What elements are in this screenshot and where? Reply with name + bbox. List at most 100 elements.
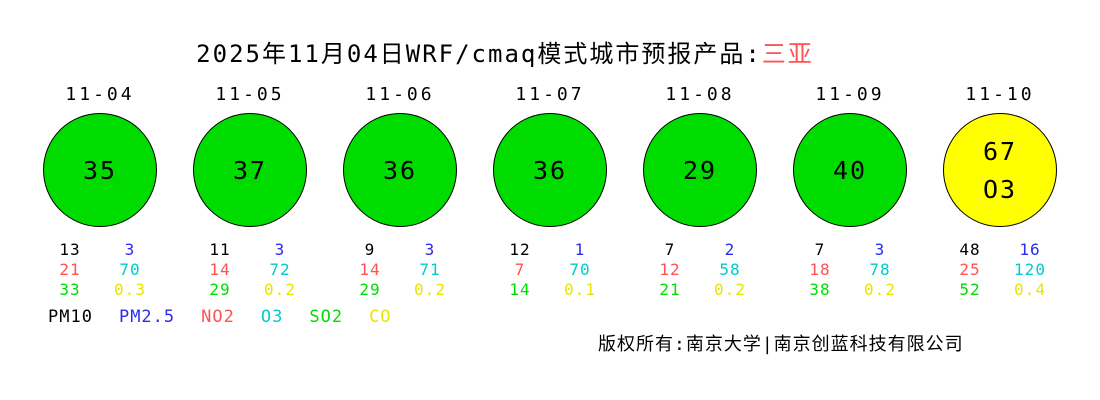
- legend-item-no2: NO2: [201, 307, 235, 327]
- aqi-value: 67: [982, 136, 1018, 166]
- aqi-circle: 36: [343, 113, 457, 227]
- pollutant-values: 7 3 18 78 38 0.2: [775, 240, 925, 300]
- pollutant-value-no2: 12: [659, 260, 681, 279]
- pollutant-value-pm25: 3: [424, 240, 436, 259]
- aqi-circle: 37: [193, 113, 307, 227]
- pollutant-value-o3: 72: [269, 260, 291, 279]
- aqi-value: 35: [82, 155, 118, 185]
- forecast-day-column: 11-08 29 7 2 12 58 21 0.2: [625, 85, 775, 300]
- pollutant-value-row: 52 0.4: [925, 280, 1075, 300]
- pollutant-value-o3: 120: [1014, 260, 1046, 279]
- legend-item-pm10: PM10: [48, 307, 93, 327]
- date-label: 11-05: [215, 84, 285, 105]
- pollutant-value-o3: 71: [419, 260, 441, 279]
- pollutant-value-co: 0.1: [564, 280, 596, 299]
- date-label: 11-06: [365, 84, 435, 105]
- pollutant-value-so2: 38: [809, 280, 831, 299]
- date-label: 11-10: [965, 84, 1035, 105]
- pollutant-value-row: 29 0.2: [325, 280, 475, 300]
- pollutant-value-so2: 29: [209, 280, 231, 299]
- pollutant-value-row: 12 1: [475, 240, 625, 260]
- pollutant-value-pm10: 11: [209, 240, 231, 259]
- pollutant-value-so2: 21: [659, 280, 681, 299]
- forecast-day-column: 11-06 36 9 3 14 71 29 0.2: [325, 85, 475, 300]
- chart-title-text: 2025年11月04日WRF/cmaq模式城市预报产品:: [196, 40, 762, 68]
- pollutant-value-o3: 78: [869, 260, 891, 279]
- aqi-value: 37: [232, 155, 268, 185]
- pollutant-value-row: 14 71: [325, 260, 475, 280]
- pollutant-value-row: 33 0.3: [25, 280, 175, 300]
- pollutant-value-so2: 52: [959, 280, 981, 299]
- pollutant-value-row: 21 70: [25, 260, 175, 280]
- pollutant-value-no2: 25: [959, 260, 981, 279]
- pollutant-value-no2: 14: [209, 260, 231, 279]
- pollutant-value-co: 0.2: [264, 280, 296, 299]
- pollutant-values: 9 3 14 71 29 0.2: [325, 240, 475, 300]
- date-label: 11-04: [65, 84, 135, 105]
- pollutant-value-row: 14 72: [175, 260, 325, 280]
- forecast-columns: 11-04 35 13 3 21 70 33 0.3 11-05 37 11 3 14 72 29 0.2 11…: [25, 85, 1075, 300]
- pollutant-value-pm25: 1: [574, 240, 586, 259]
- pollutant-values: 13 3 21 70 33 0.3: [25, 240, 175, 300]
- pollutant-value-row: 11 3: [175, 240, 325, 260]
- pollutant-value-row: 13 3: [25, 240, 175, 260]
- aqi-value: 36: [532, 155, 568, 185]
- pollutant-value-pm25: 3: [274, 240, 286, 259]
- aqi-circle: 35: [43, 113, 157, 227]
- pollutant-value-pm10: 7: [814, 240, 826, 259]
- date-label: 11-07: [515, 84, 585, 105]
- pollutant-value-pm25: 2: [724, 240, 736, 259]
- date-label: 11-09: [815, 84, 885, 105]
- pollutant-value-no2: 21: [59, 260, 81, 279]
- pollutant-value-row: 29 0.2: [175, 280, 325, 300]
- pollutant-value-pm25: 3: [874, 240, 886, 259]
- aqi-circle: 36: [493, 113, 607, 227]
- pollutant-legend: PM10 PM2.5 NO2 O3 SO2 CO: [48, 307, 392, 327]
- pollutant-value-pm10: 7: [664, 240, 676, 259]
- pollutant-value-row: 12 58: [625, 260, 775, 280]
- copyright-text: 版权所有:南京大学|南京创蓝科技有限公司: [598, 334, 964, 355]
- chart-title-city-name: 三亚: [761, 40, 814, 68]
- pollutant-value-co: 0.3: [114, 280, 146, 299]
- legend-item-co: CO: [369, 307, 392, 327]
- pollutant-value-row: 21 0.2: [625, 280, 775, 300]
- pollutant-value-row: 18 78: [775, 260, 925, 280]
- aqi-value: 29: [682, 155, 718, 185]
- pollutant-value-o3: 70: [569, 260, 591, 279]
- pollutant-value-co: 0.4: [1014, 280, 1046, 299]
- legend-item-pm25: PM2.5: [118, 307, 176, 327]
- pollutant-value-pm10: 13: [59, 240, 81, 259]
- aqi-circle: 67 O3: [943, 113, 1057, 227]
- primary-pollutant-label: O3: [982, 174, 1018, 204]
- pollutant-values: 48 16 25 120 52 0.4: [925, 240, 1075, 300]
- date-label: 11-08: [665, 84, 735, 105]
- pollutant-values: 12 1 7 70 14 0.1: [475, 240, 625, 300]
- pollutant-value-pm10: 9: [364, 240, 376, 259]
- aqi-value: 40: [832, 155, 868, 185]
- pollutant-value-row: 14 0.1: [475, 280, 625, 300]
- pollutant-values: 11 3 14 72 29 0.2: [175, 240, 325, 300]
- pollutant-value-row: 38 0.2: [775, 280, 925, 300]
- pollutant-value-o3: 70: [119, 260, 141, 279]
- pollutant-value-no2: 18: [809, 260, 831, 279]
- pollutant-value-row: 7 70: [475, 260, 625, 280]
- pollutant-value-co: 0.2: [414, 280, 446, 299]
- pollutant-value-pm10: 12: [509, 240, 531, 259]
- pollutant-value-no2: 7: [514, 260, 526, 279]
- legend-item-o3: O3: [260, 307, 284, 327]
- legend-item-so2: SO2: [309, 307, 344, 327]
- pollutant-value-no2: 14: [359, 260, 381, 279]
- forecast-day-column: 11-04 35 13 3 21 70 33 0.3: [25, 85, 175, 300]
- chart-title: 2025年11月04日WRF/cmaq模式城市预报产品:三亚: [0, 34, 1010, 69]
- aqi-circle: 40: [793, 113, 907, 227]
- forecast-day-column: 11-09 40 7 3 18 78 38 0.2: [775, 85, 925, 300]
- pollutant-value-pm10: 48: [959, 240, 981, 259]
- pollutant-value-so2: 29: [359, 280, 381, 299]
- pollutant-value-row: 48 16: [925, 240, 1075, 260]
- pollutant-value-co: 0.2: [864, 280, 896, 299]
- forecast-day-column: 11-07 36 12 1 7 70 14 0.1: [475, 85, 625, 300]
